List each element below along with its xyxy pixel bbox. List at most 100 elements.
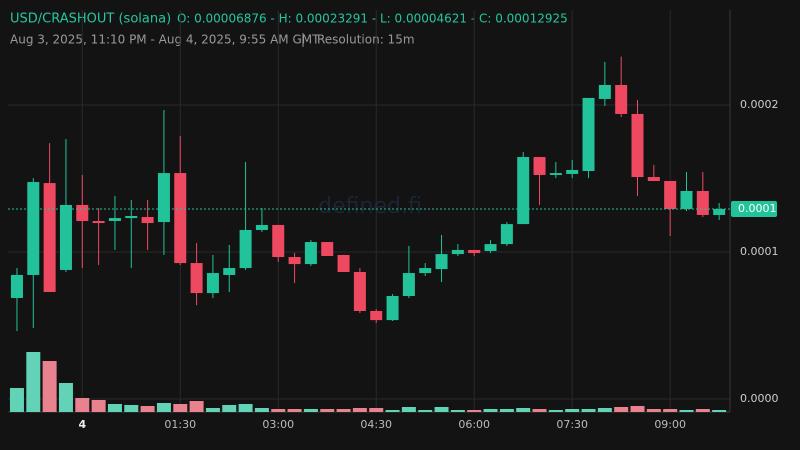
volume-bar <box>401 407 416 412</box>
x-tick-label: 09:00 <box>654 418 686 431</box>
candle-body <box>255 224 268 230</box>
volume-bar <box>663 409 678 412</box>
x-tick-label: 06:00 <box>458 418 490 431</box>
volume-bar <box>107 404 122 412</box>
candle-body <box>108 218 121 221</box>
last-price-label: 0.0001 <box>738 202 777 215</box>
volume-bar <box>450 410 465 412</box>
candle-body <box>549 173 562 175</box>
candle-body <box>43 183 56 293</box>
watermark: defined.fi <box>318 194 422 219</box>
volume-bar <box>532 409 547 412</box>
volume-bar <box>173 404 188 412</box>
x-tick-label: 07:30 <box>556 418 588 431</box>
volume-bar <box>646 409 661 412</box>
volume-bar <box>483 409 498 412</box>
candle-body <box>713 209 726 215</box>
volume-bar <box>516 408 531 412</box>
volume-bar <box>548 410 563 412</box>
candle-body <box>402 273 415 296</box>
candle-body <box>386 295 399 321</box>
volume-bar <box>679 410 694 412</box>
volume-bar <box>565 409 580 412</box>
last-price-box <box>731 201 777 218</box>
candle-body <box>337 254 350 273</box>
candle-body <box>10 274 23 298</box>
x-tick-label: 4 <box>78 418 86 431</box>
volume-bar <box>614 407 629 412</box>
volume-bar <box>418 410 433 412</box>
volume-bar <box>597 408 612 412</box>
volume-bar <box>499 409 514 412</box>
candle-body <box>76 204 89 221</box>
candle-body <box>92 220 105 224</box>
candle-body <box>272 224 285 258</box>
candle-body <box>435 254 448 270</box>
volume-bar <box>189 401 204 412</box>
candle-body <box>451 249 464 255</box>
volume-bar <box>254 408 269 412</box>
volume-bar <box>238 404 253 412</box>
candle-body <box>533 157 546 175</box>
candle-body <box>631 113 644 178</box>
volume-bar <box>156 403 171 412</box>
volume-bar <box>9 388 24 412</box>
volume-bar <box>695 409 710 412</box>
volume-bar <box>385 410 400 412</box>
volume-bar <box>581 409 596 412</box>
candle-body <box>190 263 203 294</box>
volume-bar <box>271 409 286 412</box>
y-tick-label: 0.0000 <box>740 392 779 405</box>
candle-body <box>27 182 40 275</box>
candle-body <box>59 204 72 270</box>
y-tick-label: 0.0002 <box>740 98 779 111</box>
candle-body <box>566 169 579 174</box>
ohlc-summary: O: 0.00006876 - H: 0.00023291 - L: 0.000… <box>177 12 568 26</box>
volume-bar <box>140 406 155 412</box>
volume-bar <box>352 408 367 412</box>
volume-bar <box>434 407 449 412</box>
volume-bar <box>222 405 237 412</box>
x-tick-label: 01:30 <box>164 418 196 431</box>
volume-bar <box>205 408 220 412</box>
volume-bar <box>630 406 645 412</box>
candle-body <box>582 97 595 172</box>
candle-body <box>598 84 611 99</box>
volume-bar <box>467 410 482 412</box>
candle-body <box>288 257 301 265</box>
candle-body <box>223 268 236 275</box>
candle-body <box>321 242 334 256</box>
volume-bar <box>75 398 90 412</box>
candle-body <box>468 249 481 254</box>
volume-bar <box>336 409 351 412</box>
volume-bar <box>124 405 139 412</box>
candle-body <box>206 273 219 294</box>
candle-body <box>157 173 170 223</box>
volume-bar <box>287 409 302 412</box>
candle-body <box>239 229 252 269</box>
resolution: Resolution: 15m <box>317 33 415 47</box>
volume-bar <box>91 400 106 412</box>
volume-bar <box>303 409 318 412</box>
candle-body <box>304 242 317 265</box>
volume-bar <box>58 383 73 412</box>
date-range: Aug 3, 2025, 11:10 PM - Aug 4, 2025, 9:5… <box>10 33 320 47</box>
volume-bar <box>320 409 335 412</box>
candle-body <box>615 84 628 114</box>
x-tick-label: 04:30 <box>360 418 392 431</box>
candle-body <box>500 224 513 245</box>
volume-bar <box>42 361 57 412</box>
x-tick-label: 03:00 <box>262 418 294 431</box>
candle-body <box>647 177 660 182</box>
candle-body <box>353 272 366 311</box>
candle-body <box>419 268 432 274</box>
volume-bar <box>26 352 41 412</box>
candle-body <box>141 217 154 224</box>
candle-body <box>664 181 677 209</box>
y-tick-label: 0.0001 <box>740 245 779 258</box>
candle-body <box>370 310 383 321</box>
candle-body <box>517 157 530 225</box>
volume-bar <box>369 408 384 412</box>
candle-body <box>680 191 693 209</box>
